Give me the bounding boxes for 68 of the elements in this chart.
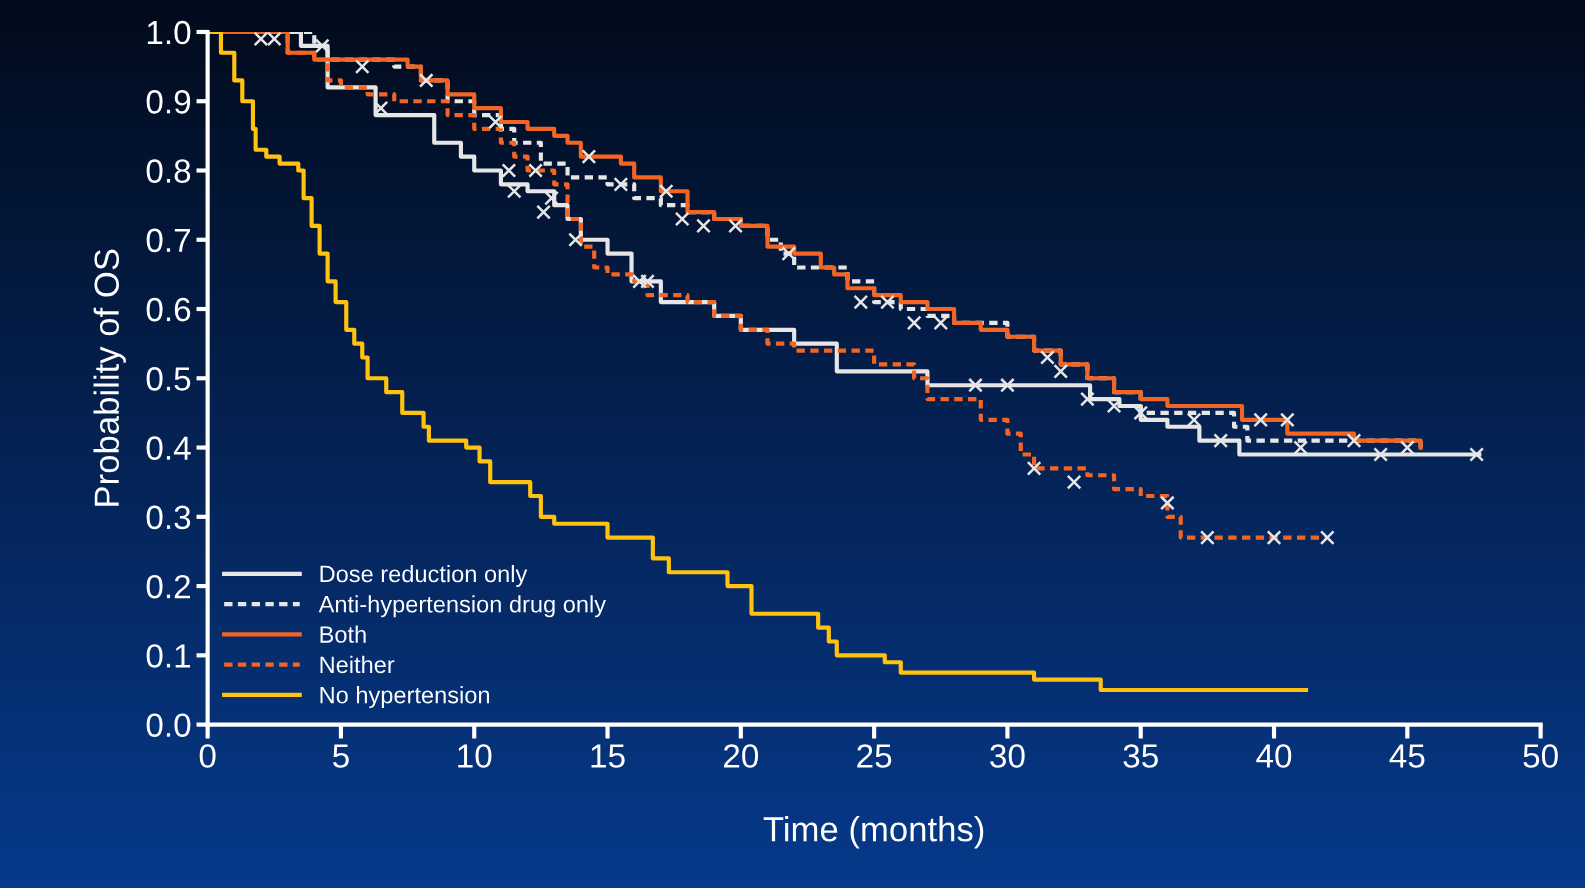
point: [1066, 474, 1082, 490]
x-tick-label: 0: [199, 744, 216, 768]
point: [528, 163, 544, 178]
legend-label: Anti-hypertension drug only: [318, 595, 606, 618]
x-tick-label: 10: [458, 744, 492, 768]
y-tick-label: 0.3: [146, 505, 191, 530]
y-tick-label: 0.1: [146, 644, 191, 668]
point: [1266, 530, 1282, 546]
legend-label: Both: [320, 625, 366, 643]
point: [674, 211, 690, 227]
point: [1079, 391, 1095, 407]
point: [880, 294, 895, 310]
point: [1319, 530, 1335, 546]
point: [728, 218, 743, 234]
x-tick-label: 40: [1256, 744, 1292, 768]
legend-label: No hypertension: [320, 686, 490, 709]
x-axis-title: Time (months): [763, 816, 984, 849]
y-tick-label: 1.0: [147, 20, 191, 45]
point: [999, 377, 1015, 393]
y-tick-label: 0.8: [146, 159, 191, 183]
y-axis-title: Probability of OS: [93, 249, 126, 506]
point: [1253, 412, 1269, 428]
point: [1186, 412, 1202, 428]
point: [696, 218, 711, 234]
x-tick-label: 15: [591, 744, 625, 768]
point: [1133, 405, 1149, 421]
point: [933, 315, 949, 331]
point: [1159, 495, 1175, 511]
point: [967, 377, 983, 393]
point: [1053, 363, 1069, 379]
point: [1199, 530, 1215, 546]
point: [1346, 433, 1362, 449]
x-tick-label: 30: [990, 744, 1025, 768]
point: [418, 72, 434, 88]
legend-label: Dose reduction only: [320, 564, 528, 587]
point: [568, 232, 583, 248]
y-tick-label: 0.9: [146, 90, 191, 114]
point: [488, 114, 504, 130]
x-tick-label: 25: [857, 744, 892, 768]
point: [658, 183, 674, 199]
x-tick-label: 5: [333, 744, 349, 768]
y-tick-label: 0.5: [146, 367, 191, 391]
point: [536, 204, 552, 220]
y-tick-label: 0.7: [146, 228, 190, 253]
point: [354, 59, 370, 75]
legend-label: Neither: [320, 655, 395, 674]
point: [581, 149, 597, 165]
point: [544, 190, 560, 206]
point: [853, 294, 869, 310]
y-tick-label: 0.4: [146, 436, 191, 460]
point: [501, 163, 517, 178]
point: [781, 246, 797, 262]
x-tick-label: 50: [1523, 744, 1558, 768]
point: [1026, 460, 1042, 476]
y-tick-label: 0.0: [146, 713, 191, 738]
point: [1373, 447, 1389, 462]
x-tick-label: 45: [1389, 744, 1425, 768]
y-tick-label: 0.2: [146, 574, 190, 599]
point: [906, 315, 922, 331]
x-tick-label: 20: [723, 744, 759, 768]
point: [1213, 433, 1229, 449]
point: [314, 38, 330, 54]
point: [1039, 350, 1055, 365]
y-tick-label: 0.6: [146, 297, 191, 322]
point: [1279, 412, 1295, 428]
x-tick-label: 35: [1123, 744, 1158, 768]
point: [613, 176, 629, 192]
point: [1469, 447, 1485, 462]
